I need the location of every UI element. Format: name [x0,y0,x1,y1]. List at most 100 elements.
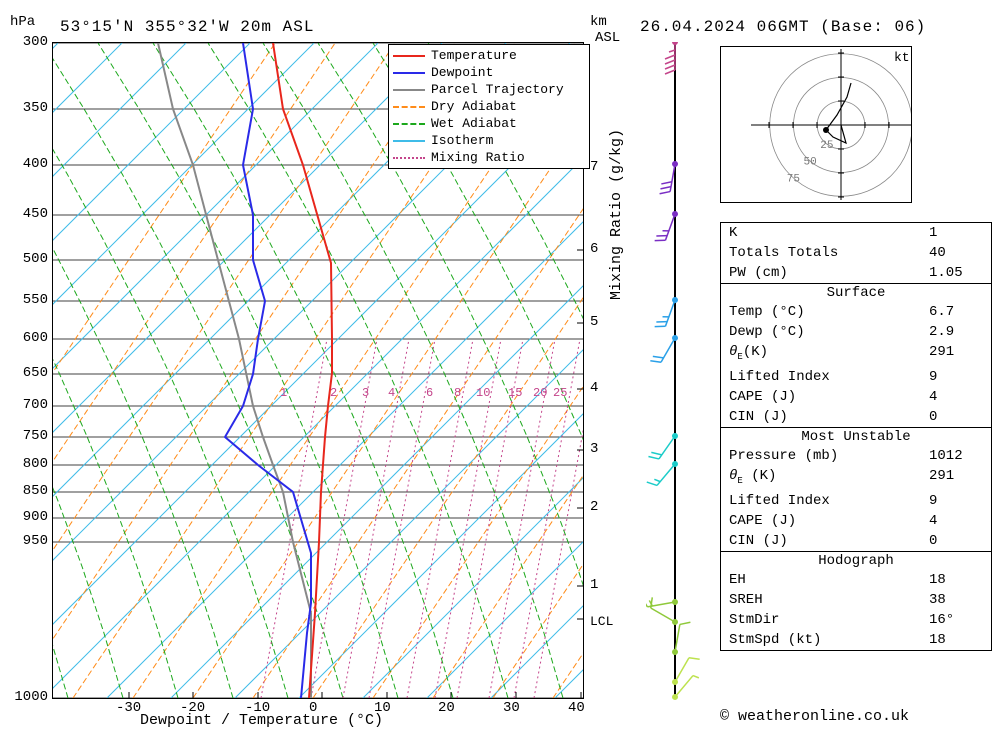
mixtick: 3 [362,386,369,400]
table-row: StmDir16° [721,610,991,630]
mixtick: 10 [476,386,490,400]
table-row: Totals Totals40 [721,243,991,263]
table-key: Dewp (°C) [729,322,929,342]
legend-swatch [393,55,425,57]
table-key: θE (K) [729,466,929,491]
table-value: 6.7 [929,302,983,322]
legend-label: Temperature [431,48,517,63]
table-value: 0 [929,531,983,551]
legend-swatch [393,72,425,74]
y-axis-label-km: km [590,14,607,30]
legend: Temperature Dewpoint Parcel Trajectory Dry … [388,44,590,169]
table-value: 9 [929,367,983,387]
table-key: CAPE (J) [729,387,929,407]
table-value: 18 [929,570,983,590]
table-value: 4 [929,387,983,407]
ytick-km: 7 [590,159,598,175]
legend-label: Isotherm [431,133,493,148]
table-value: 291 [929,342,983,367]
table-value: 0 [929,407,983,427]
copyright: © weatheronline.co.uk [720,708,909,725]
ytick-km: 2 [590,499,598,515]
table-key: SREH [729,590,929,610]
table-value: 1 [929,223,983,243]
legend-row: Temperature [393,47,585,64]
ytick-km: 1 [590,577,598,593]
legend-label: Wet Adiabat [431,116,517,131]
svg-text:25: 25 [820,140,833,152]
ytick-hpa: 400 [8,156,48,172]
xtick: 30 [503,700,520,716]
mixtick: 4 [388,386,395,400]
table-key: Lifted Index [729,491,929,511]
legend-row: Parcel Trajectory [393,81,585,98]
svg-text:50: 50 [804,157,817,169]
indices-table: K1Totals Totals40PW (cm)1.05SurfaceTemp … [720,222,992,651]
table-key: StmSpd (kt) [729,630,929,650]
table-key: CAPE (J) [729,511,929,531]
xtick: 20 [438,700,455,716]
table-key: Lifted Index [729,367,929,387]
ytick-hpa: 750 [8,428,48,444]
table-key: CIN (J) [729,407,929,427]
table-row: EH18 [721,570,991,590]
table-row: CIN (J)0 [721,531,991,551]
ytick-hpa: 650 [8,365,48,381]
legend-label: Dewpoint [431,65,493,80]
table-row: K1 [721,223,991,243]
mixtick: 6 [426,386,433,400]
mixing-ratio-label: Mixing Ratio (g/kg) [608,129,625,300]
table-section-title: Surface [721,284,991,302]
legend-label: Dry Adiabat [431,99,517,114]
y-axis-label-asl: ASL [595,30,620,46]
xtick: -30 [116,700,141,716]
hodograph-svg: 2550 75 [721,47,911,202]
table-key: StmDir [729,610,929,630]
title-datetime: 26.04.2024 06GMT (Base: 06) [640,18,926,36]
ytick-hpa: 1000 [8,689,48,705]
legend-swatch [393,157,425,159]
mixtick: 2 [330,386,337,400]
table-value: 291 [929,466,983,491]
table-value: 40 [929,243,983,263]
table-key: Pressure (mb) [729,446,929,466]
table-row: θE (K)291 [721,466,991,491]
table-key: Totals Totals [729,243,929,263]
table-row: PW (cm)1.05 [721,263,991,283]
title-location: 53°15'N 355°32'W 20m ASL [60,18,314,36]
table-key: K [729,223,929,243]
ytick-hpa: 350 [8,100,48,116]
wind-barbs [646,42,706,742]
legend-swatch [393,89,425,91]
ytick-km: 6 [590,241,598,257]
table-row: CAPE (J)4 [721,387,991,407]
table-section-title: Hodograph [721,552,991,570]
mixtick: 1 [280,386,287,400]
table-value: 1012 [929,446,983,466]
table-row: SREH38 [721,590,991,610]
ytick-km: 3 [590,441,598,457]
table-row: CAPE (J)4 [721,511,991,531]
hodograph-panel: 2550 75 [720,46,912,203]
svg-text:75: 75 [787,173,800,185]
ytick-hpa: 950 [8,533,48,549]
legend-row: Isotherm [393,132,585,149]
ytick-hpa: 900 [8,509,48,525]
table-row: StmSpd (kt)18 [721,630,991,650]
table-key: θE(K) [729,342,929,367]
table-value: 16° [929,610,983,630]
table-row: Lifted Index9 [721,367,991,387]
mixtick: 20 [533,386,547,400]
table-row: Lifted Index9 [721,491,991,511]
table-row: θE(K)291 [721,342,991,367]
skewt-container: hPa 53°15'N 355°32'W 20m ASL km ASL 26.0… [0,0,1000,733]
ytick-hpa: 500 [8,251,48,267]
legend-swatch [393,106,425,108]
legend-label: Parcel Trajectory [431,82,564,97]
legend-row: Dewpoint [393,64,585,81]
legend-row: Dry Adiabat [393,98,585,115]
table-value: 9 [929,491,983,511]
ytick-km: 4 [590,380,598,396]
table-value: 1.05 [929,263,983,283]
mixtick: 25 [553,386,567,400]
